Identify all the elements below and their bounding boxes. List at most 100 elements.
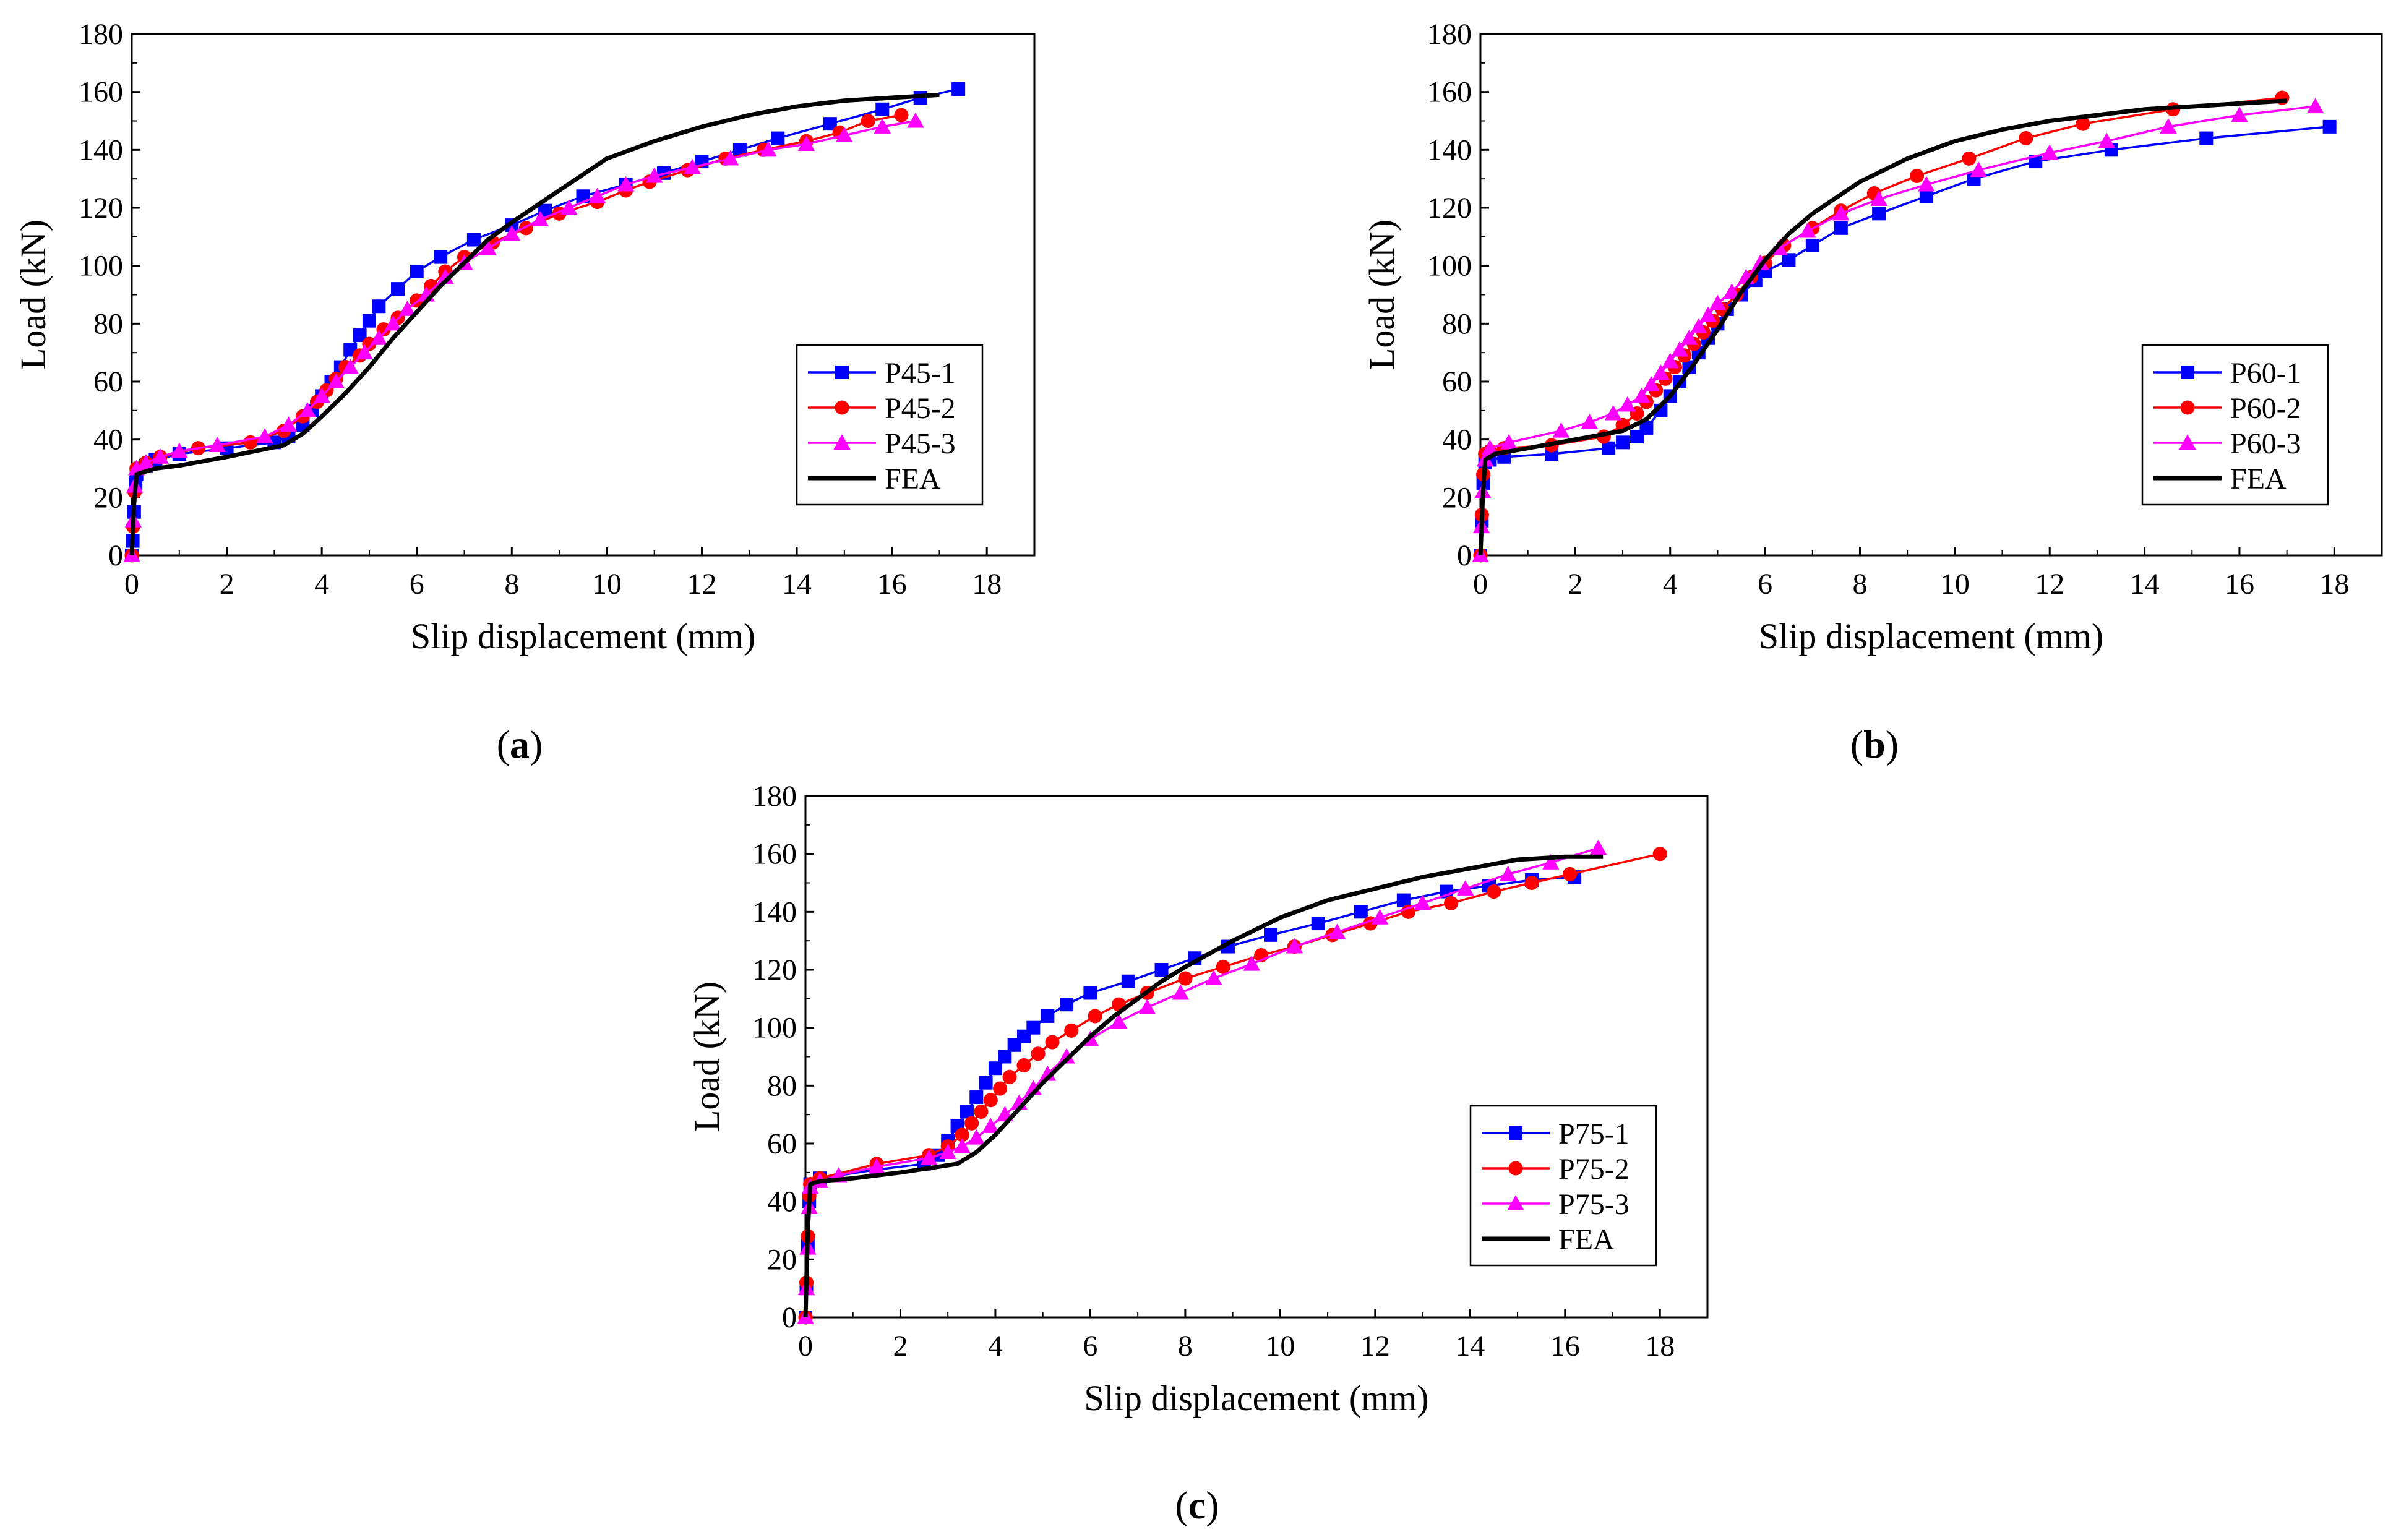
data-point xyxy=(434,250,448,264)
legend-entry-label: P45-3 xyxy=(885,427,956,460)
y-axis-title: Load (kN) xyxy=(13,220,53,370)
data-point xyxy=(503,225,521,241)
data-point xyxy=(955,1127,969,1142)
x-tick-label: 4 xyxy=(1663,568,1678,601)
x-tick-label: 10 xyxy=(1265,1330,1295,1362)
data-point xyxy=(2160,118,2177,134)
data-point xyxy=(939,1144,956,1160)
series-line xyxy=(129,92,940,556)
y-tick-label: 0 xyxy=(782,1301,797,1334)
data-point xyxy=(979,1076,993,1090)
data-point xyxy=(1751,254,1769,270)
y-tick-label: 20 xyxy=(1442,481,1472,514)
data-point xyxy=(1286,938,1303,954)
data-point xyxy=(1154,963,1169,977)
x-tick-label: 0 xyxy=(1473,568,1488,601)
data-point xyxy=(797,135,815,151)
data-point xyxy=(137,454,155,470)
legend-entry-label: FEA xyxy=(885,463,941,495)
series-line xyxy=(1478,98,2287,556)
y-tick-label: 80 xyxy=(767,1069,797,1102)
legend-entry-label: P60-1 xyxy=(2230,357,2301,390)
data-point xyxy=(362,314,376,328)
data-point xyxy=(1962,151,1977,166)
data-point xyxy=(384,315,402,331)
data-point xyxy=(391,282,405,296)
data-point xyxy=(1581,413,1599,429)
data-point xyxy=(2199,131,2214,145)
data-point xyxy=(1178,971,1193,986)
x-tick-label: 14 xyxy=(782,568,812,601)
data-point xyxy=(993,1081,1008,1096)
y-tick-label: 80 xyxy=(93,307,123,340)
data-point xyxy=(327,373,345,388)
data-point xyxy=(1616,435,1630,450)
y-tick-label: 100 xyxy=(1427,250,1472,283)
data-point xyxy=(1633,387,1651,403)
y-tick-label: 60 xyxy=(1442,366,1472,398)
data-point xyxy=(1699,306,1717,322)
data-point xyxy=(1083,986,1097,1000)
data-point xyxy=(1642,375,1660,391)
series-line xyxy=(804,852,1660,1318)
data-point xyxy=(1354,905,1368,919)
data-point xyxy=(2322,119,2337,134)
x-tick-label: 2 xyxy=(893,1330,908,1362)
data-point xyxy=(2076,116,2090,131)
data-point xyxy=(960,1105,974,1119)
legend-entry-label: FEA xyxy=(1558,1223,1615,1256)
data-point xyxy=(1500,434,1518,450)
data-point xyxy=(1456,880,1474,896)
series-FEA xyxy=(129,92,940,556)
data-point xyxy=(1026,1020,1041,1035)
data-point xyxy=(2231,106,2248,122)
y-tick-label: 160 xyxy=(752,838,797,871)
y-tick-label: 180 xyxy=(752,780,797,813)
y-tick-label: 180 xyxy=(1427,18,1472,51)
data-point xyxy=(2019,131,2033,146)
x-tick-label: 6 xyxy=(1758,568,1772,601)
series-line xyxy=(1479,126,2330,556)
data-point xyxy=(1671,341,1688,357)
panel-caption: (a) xyxy=(497,722,543,766)
data-point xyxy=(1121,974,1135,988)
data-point xyxy=(823,117,837,131)
data-point xyxy=(208,437,226,453)
legend-entry-label: P75-3 xyxy=(1558,1188,1630,1221)
data-point xyxy=(1604,404,1622,421)
panel-caption: (b) xyxy=(1850,722,1899,766)
data-point xyxy=(874,118,891,134)
y-tick-label: 160 xyxy=(79,76,123,109)
data-point xyxy=(1870,190,1887,206)
legend-marker xyxy=(2180,400,2195,415)
y-tick-label: 140 xyxy=(1427,134,1472,166)
panel-letter: a xyxy=(510,722,530,766)
data-point xyxy=(356,344,374,360)
data-point xyxy=(437,268,454,284)
data-point xyxy=(968,1129,985,1145)
data-point xyxy=(171,442,188,458)
x-tick-label: 12 xyxy=(2035,568,2064,601)
panel-letter: c xyxy=(1188,1483,1206,1527)
data-point xyxy=(1328,923,1346,939)
data-point xyxy=(974,1104,989,1119)
data-point xyxy=(836,127,853,142)
data-point xyxy=(1499,865,1517,881)
data-point xyxy=(982,1118,1000,1133)
data-point xyxy=(1834,221,1848,235)
y-tick-label: 140 xyxy=(79,134,123,166)
legend-marker xyxy=(833,434,851,450)
data-point xyxy=(894,108,909,122)
y-tick-label: 40 xyxy=(767,1186,797,1218)
y-tick-label: 20 xyxy=(767,1243,797,1276)
data-point xyxy=(1216,959,1230,974)
data-point xyxy=(353,328,367,343)
data-point xyxy=(313,387,330,403)
legend-marker xyxy=(2179,434,2196,450)
y-tick-label: 40 xyxy=(93,424,123,456)
y-axis-title: Load (kN) xyxy=(1362,220,1402,370)
data-point xyxy=(1045,1035,1060,1050)
